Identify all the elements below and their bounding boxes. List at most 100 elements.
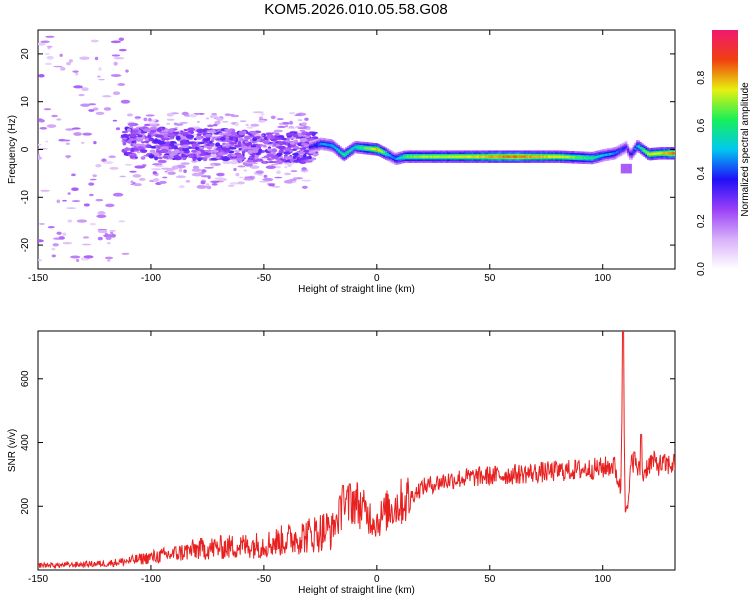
spectrogram-cloud-blob (154, 138, 158, 142)
spectrogram-noise-blob (261, 156, 266, 159)
spectrogram-ridge-cell (459, 155, 462, 158)
spectrogram-noise-blob (233, 167, 237, 172)
spectrogram-noise-blob (38, 259, 42, 262)
spectrogram-cloud-blob (178, 150, 185, 154)
spectrogram-noise-blob (197, 112, 205, 115)
spectrogram-ridge-cell (529, 155, 532, 158)
spectrogram-cloud-blob (139, 143, 147, 147)
spectrogram-noise-blob (76, 258, 80, 263)
spectrogram-ridge-cell (406, 155, 409, 158)
spectrogram-ridge-cell (444, 155, 447, 158)
spectrogram-noise-blob (262, 177, 274, 182)
spectrogram-cloud-blob (145, 145, 150, 148)
spectrogram-ridge-cell (574, 156, 577, 159)
spectrogram-noise-blob (126, 113, 134, 117)
spectrogram-ridge-cell (319, 142, 322, 146)
spectrogram-noise-blob (301, 122, 307, 126)
spectrogram-noise-blob (38, 239, 44, 243)
spectrogram-cloud-blob (290, 132, 295, 135)
spectrogram-ridge-cell (668, 152, 671, 155)
spectrogram-noise-blob (104, 256, 114, 260)
spectrogram-noise-blob (82, 236, 90, 239)
spectrogram-ridge-cell (368, 147, 371, 150)
spectrogram-cloud-blob (277, 137, 282, 140)
spectrogram-cloud-blob (293, 152, 299, 157)
spectrogram-noise-blob (65, 142, 70, 145)
spectrogram-noise-blob (239, 120, 247, 123)
snr-frame (37, 330, 676, 571)
spectrogram-noise-blob (97, 211, 106, 215)
spectrogram-cloud-blob (185, 135, 193, 138)
spectrogram-ridge-cell (507, 155, 510, 158)
spectrogram-noise-blob (80, 141, 85, 144)
spectrogram-cloud-blob (215, 142, 221, 147)
spectrogram-ridge-cell (366, 147, 369, 150)
spectrogram-cloud-blob (140, 156, 146, 160)
spectrogram-noise-blob (284, 165, 288, 169)
spectrogram-ridge-cell (393, 157, 397, 160)
snr-x-axis-label: Height of straight line (km) (298, 585, 415, 596)
spectrogram-noise-blob (112, 192, 124, 197)
spectrogram-ridge-cell (511, 155, 514, 158)
spectrogram-ridge-cell (551, 155, 554, 158)
spectrogram-cloud-blob (196, 154, 202, 159)
spectrogram-cloud-blob (286, 132, 292, 137)
spectrogram-noise-blob (72, 70, 79, 73)
spectrogram-noise-blob (67, 219, 73, 223)
spectrogram-ridge-cell (430, 155, 433, 158)
spectrogram-noise-blob (162, 176, 168, 179)
spectrogram-noise-blob (260, 113, 265, 116)
spectrogram-cloud-blob (203, 138, 211, 142)
spectrogram-noise-blob (233, 159, 237, 164)
spectrogram-ridge-cell (431, 155, 434, 158)
spectrogram-cloud-blob (221, 156, 231, 162)
spectrogram-ridge-cell (498, 155, 501, 158)
spectrogram-ridge-cell (468, 155, 471, 158)
spectrogram-noise-blob (158, 180, 167, 184)
spectrogram-ridge-cell (473, 155, 476, 158)
spectrogram-cloud-blob (290, 158, 294, 163)
spectrogram-cloud-blob (180, 141, 187, 145)
spectrogram-cloud-blob (267, 135, 271, 140)
spectrogram-noise-blob (213, 123, 218, 127)
spectrogram-noise-blob (88, 182, 95, 186)
spectrogram-cloud-blob (248, 133, 253, 136)
spectrogram-ridge-cell (627, 149, 630, 152)
spectrogram-ridge-cell (446, 155, 449, 158)
spectrogram-cloud-blob (297, 154, 305, 158)
spectrogram-noise-blob (73, 132, 82, 136)
spectrogram-cloud-blob (168, 136, 174, 140)
spectrogram-cloud-blob (242, 145, 249, 150)
spectrogram-ridge-cell (619, 148, 622, 152)
spectrogram-ridge-cell (515, 155, 518, 158)
spectrogram-ridge-cell (525, 155, 528, 158)
spectrogram-x-tick-label: 0 (374, 273, 380, 284)
spectrogram-noise-blob (124, 163, 133, 166)
snr-x-tick-label: -50 (257, 574, 272, 585)
spectrogram-noise-blob (46, 124, 57, 128)
spectrogram-ridge-cell (352, 147, 355, 150)
spectrogram-cloud-blob (187, 141, 194, 145)
spectrogram-cloud-blob (187, 127, 195, 132)
spectrogram-noise-blob (58, 236, 66, 240)
spectrogram-ridge-cell (410, 155, 413, 158)
spectrogram-ridge-cell (576, 156, 579, 159)
spectrogram-ridge-cell (581, 156, 584, 159)
spectrogram-ridge-cell (310, 145, 313, 148)
spectrogram-ridge-cell (375, 148, 378, 151)
spectrogram-noise-blob (88, 193, 94, 197)
spectrogram-noise-blob (97, 236, 103, 241)
spectrogram-ridge-cell (339, 151, 342, 154)
spectrogram-cloud-blob (197, 142, 205, 145)
spectrogram-noise-blob (118, 48, 127, 52)
spectrogram-heatmap (38, 35, 675, 263)
spectrogram-noise-blob (133, 183, 142, 187)
spectrogram-noise-blob (106, 259, 111, 262)
spectrogram-noise-blob (46, 55, 54, 60)
spectrogram-ridge-cell (404, 155, 407, 158)
spectrogram-ridge-cell (332, 145, 335, 148)
spectrogram-ridge-cell (495, 155, 498, 158)
spectrogram-cloud-blob (126, 128, 132, 132)
snr-x-tick-label: 0 (374, 574, 380, 585)
spectrogram-cloud-blob (167, 133, 176, 137)
